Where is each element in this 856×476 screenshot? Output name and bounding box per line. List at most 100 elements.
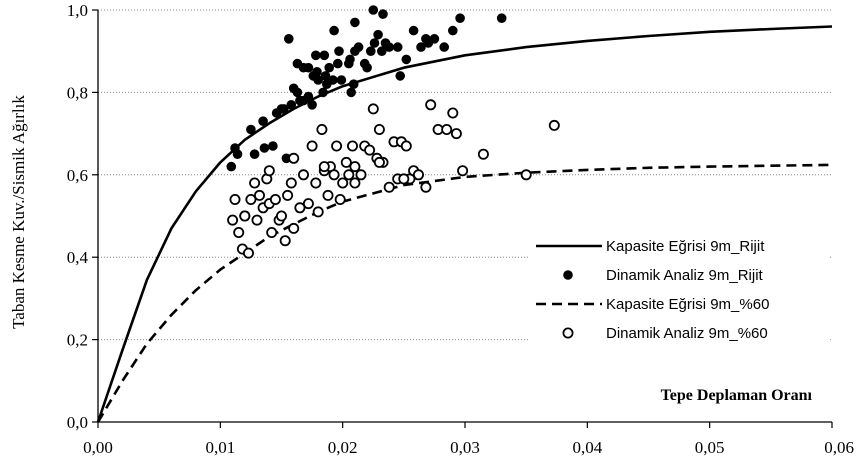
series-1-point-23: [351, 18, 360, 27]
series-1-point-3: [260, 144, 269, 153]
series-3-point-53: [414, 170, 423, 179]
series-1-point-65: [312, 51, 321, 60]
series-3-point-37: [348, 141, 357, 150]
series-1-point-29: [379, 10, 388, 19]
series-1-point-26: [367, 47, 376, 56]
series-1-point-38: [456, 14, 465, 23]
series-3-point-66: [289, 224, 298, 233]
series-3-point-27: [317, 125, 326, 134]
y-tick-label-1: 0,2: [67, 331, 88, 350]
series-3-point-59: [452, 129, 461, 138]
series-3-point-46: [385, 183, 394, 192]
series-1-point-27: [369, 6, 378, 15]
series-3-point-1: [230, 195, 239, 204]
series-3-point-26: [314, 207, 323, 216]
series-3-point-50: [402, 141, 411, 150]
axes: [92, 10, 832, 428]
y-axis-label: Taban Kesme Kuv./Sismik Ağırlık: [9, 95, 28, 329]
series-3-point-33: [336, 195, 345, 204]
series-1-point-2: [247, 125, 256, 134]
x-axis-label: Tepe Deplaman Oranı: [661, 387, 813, 404]
series-1-point-63: [370, 39, 379, 48]
series-3-point-19: [287, 178, 296, 187]
legend-marker-3: [563, 328, 572, 337]
x-tick-label-1: 0,01: [205, 438, 235, 457]
series-1-point-64: [349, 80, 358, 89]
series-3-point-39: [356, 170, 365, 179]
series-1-point-4: [259, 117, 268, 126]
series-1-point-57: [233, 150, 242, 159]
series-1-point-22: [347, 88, 356, 97]
series-1-point-62: [319, 88, 328, 97]
series-3-point-29: [323, 191, 332, 200]
series-3-point-25: [311, 178, 320, 187]
series-1-point-55: [277, 105, 286, 114]
series-1-point-37: [449, 26, 458, 35]
series-1-point-45: [337, 76, 346, 85]
series-3-point-64: [240, 211, 249, 220]
series-1-point-60: [330, 26, 339, 35]
series-1-point-50: [381, 39, 390, 48]
series-3-point-58: [448, 108, 457, 117]
series-1-point-56: [250, 150, 259, 159]
series-3-point-54: [421, 183, 430, 192]
series-1-point-43: [309, 72, 318, 81]
series-1-point-15: [320, 51, 329, 60]
series-1-point-41: [293, 88, 302, 97]
series-3-point-65: [265, 166, 274, 175]
series-3-point-62: [522, 170, 531, 179]
legend: Kapasite Eğrisi 9m_Rijit Dinamik Analiz 9…: [530, 228, 830, 350]
curves: [98, 27, 832, 423]
y-tick-label-0: 0,0: [67, 413, 88, 432]
series-1-point-35: [430, 35, 439, 44]
series-3-point-67: [320, 162, 329, 171]
series-1-point-46: [346, 55, 355, 64]
y-tick-label-5: 1,0: [67, 1, 88, 20]
series-1-point-19: [334, 59, 343, 68]
series-3-point-18: [283, 191, 292, 200]
series-3-point-24: [308, 141, 317, 150]
series-3-point-36: [344, 170, 353, 179]
series-3-point-57: [442, 125, 451, 134]
series-1-point-53: [422, 35, 431, 44]
series-1-point-0: [227, 162, 236, 171]
series-1-point-49: [374, 30, 383, 39]
series-3-point-23: [304, 199, 313, 208]
series-1-point-31: [393, 43, 402, 52]
series-1-point-12: [308, 101, 317, 110]
series-1-point-44: [321, 72, 330, 81]
series-line-0: [98, 27, 832, 423]
series-1-point-52: [402, 55, 411, 64]
series-1-point-59: [304, 63, 313, 72]
x-tick-label-6: 0,06: [824, 438, 854, 457]
series-1-point-48: [360, 59, 369, 68]
series-3-point-68: [350, 178, 359, 187]
series-3-point-0: [228, 216, 237, 225]
series-1-point-36: [440, 43, 449, 52]
series-3-point-8: [252, 216, 261, 225]
series-3-point-44: [375, 125, 384, 134]
series-1-point-7: [285, 35, 294, 44]
series-3-point-61: [479, 150, 488, 159]
series-3-point-16: [277, 211, 286, 220]
y-tick-label-2: 0,4: [67, 248, 89, 267]
series-3-point-7: [250, 178, 259, 187]
series-1-point-17: [325, 63, 334, 72]
series-1-point-20: [335, 47, 344, 56]
series-3-point-32: [332, 141, 341, 150]
series-3-point-70: [399, 174, 408, 183]
series-3-point-34: [338, 178, 347, 187]
series-3-point-55: [426, 100, 435, 109]
series-3-point-69: [375, 158, 384, 167]
series-1-point-32: [409, 26, 418, 35]
points: [227, 6, 559, 258]
legend-label-1: Dinamik Analiz 9m_Rijit: [606, 267, 764, 284]
x-tick-label-0: 0,00: [83, 438, 113, 457]
series-3-point-2: [234, 228, 243, 237]
x-tick-label-3: 0,03: [450, 438, 480, 457]
legend-label-0: Kapasite Eğrisi 9m_Rijit: [606, 238, 765, 255]
series-1-point-39: [497, 14, 506, 23]
series-3-point-22: [299, 170, 308, 179]
y-tick-label-3: 0,6: [67, 166, 88, 185]
